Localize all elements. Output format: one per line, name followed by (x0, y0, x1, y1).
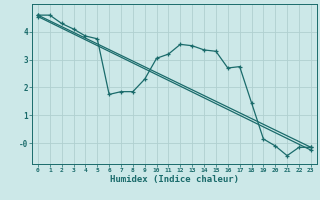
X-axis label: Humidex (Indice chaleur): Humidex (Indice chaleur) (110, 175, 239, 184)
